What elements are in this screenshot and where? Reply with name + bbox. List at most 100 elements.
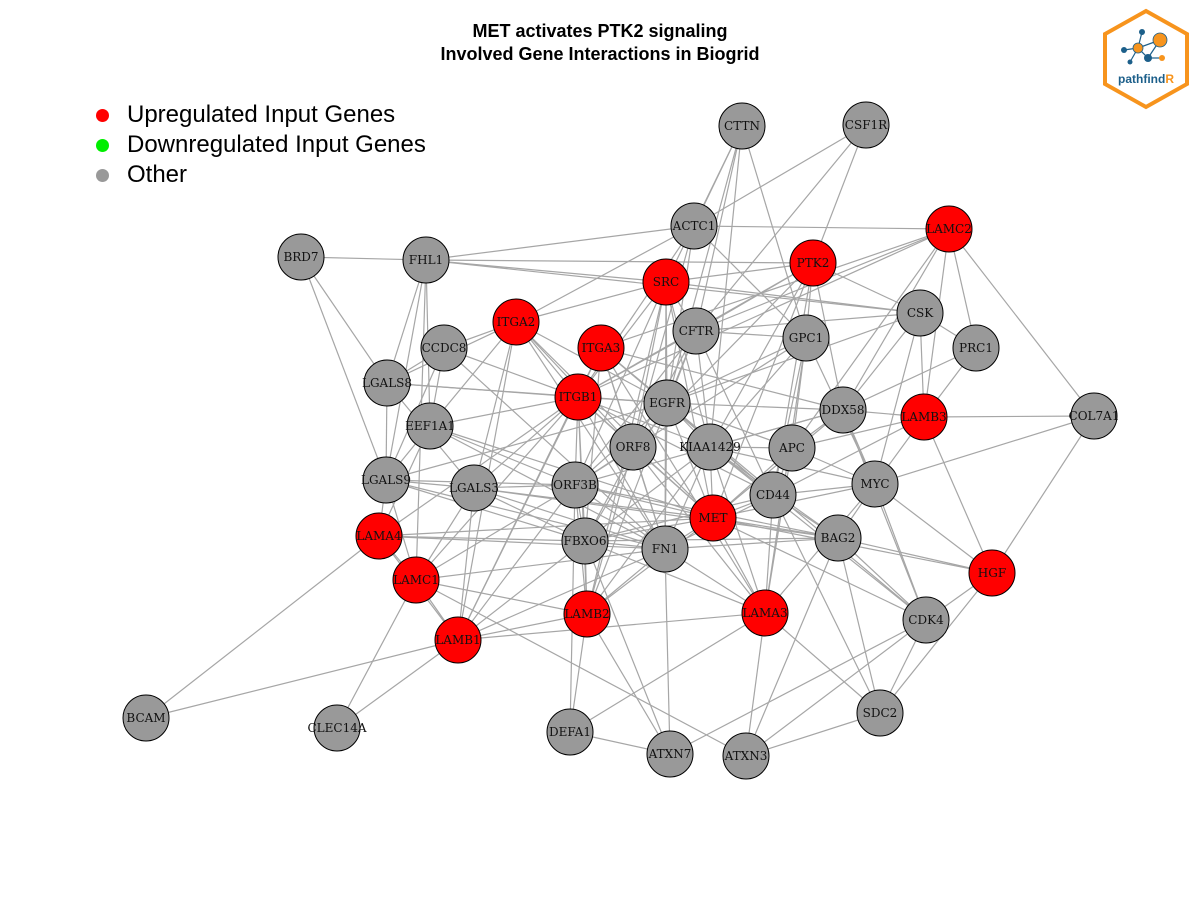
node-circle xyxy=(563,590,611,638)
edge-lamc2-ddx58 xyxy=(842,228,950,411)
edge-prc1-ddx58 xyxy=(842,347,977,411)
edge-itga2-lgals3 xyxy=(473,321,517,489)
node-cdk4: CDK4 xyxy=(902,596,950,644)
node-label: ORF8 xyxy=(616,440,651,454)
edge-lgals3-fn1 xyxy=(473,487,666,550)
logo-text-part1: pathfind xyxy=(1118,72,1165,86)
node-fhl1: FHL1 xyxy=(402,236,450,284)
node-orf8: ORF8 xyxy=(609,423,657,471)
node-label: MYC xyxy=(860,477,889,491)
edge-lamc2-itga3 xyxy=(600,228,950,349)
edge-bag2-hgf xyxy=(837,537,993,574)
node-circle xyxy=(406,402,454,450)
node-circle xyxy=(434,616,482,664)
edge-ccdc8-itgb1 xyxy=(443,347,579,398)
edge-src-csk xyxy=(665,281,921,314)
node-circle xyxy=(554,373,602,421)
node-ccdc8: CCDC8 xyxy=(420,324,468,372)
node-label: LAMC1 xyxy=(393,573,439,587)
node-label: LAMB3 xyxy=(901,410,946,424)
edge-egfr-ddx58 xyxy=(666,402,844,411)
edge-fbxo6-lamb1 xyxy=(457,540,586,641)
node-circle xyxy=(362,456,410,504)
node-itga2: ITGA2 xyxy=(492,298,540,346)
edge-itga3-ddx58 xyxy=(600,347,844,411)
node-circle xyxy=(670,202,718,250)
edge-eef1a1-orf3b xyxy=(429,425,576,486)
node-clec14a: CLEC14A xyxy=(307,704,367,752)
edge-lamb3-cd44 xyxy=(772,416,925,496)
node-label: ATXN7 xyxy=(648,747,692,761)
node-circle xyxy=(646,730,694,778)
node-circle xyxy=(689,494,737,542)
edge-src-itga2 xyxy=(515,281,667,323)
edge-eef1a1-fn1 xyxy=(429,425,666,550)
edge-col7a1-myc xyxy=(874,415,1095,485)
node-circle xyxy=(925,205,973,253)
node-label: LAMB1 xyxy=(435,633,480,647)
edge-lamc1-lamb2 xyxy=(415,579,588,615)
legend-label-downregulated: Downregulated Input Genes xyxy=(127,131,426,158)
node-label: PTK2 xyxy=(797,256,830,270)
node-label: LGALS3 xyxy=(449,481,499,495)
node-prc1: PRC1 xyxy=(952,324,1000,372)
edge-itga3-lama3 xyxy=(600,347,766,614)
edge-actc1-itga2 xyxy=(515,225,695,323)
edge-gpc1-cd44 xyxy=(772,337,807,496)
node-label: ITGA3 xyxy=(582,341,621,355)
node-csf1r: CSF1R xyxy=(842,101,890,149)
node-label: LAMC2 xyxy=(926,222,972,236)
edge-itgb1-kiaa1429 xyxy=(577,396,711,448)
node-atxn7: ATXN7 xyxy=(646,730,694,778)
edge-brd7-lgals9 xyxy=(300,256,387,481)
node-label: KIAA1429 xyxy=(679,440,741,454)
node-label: MET xyxy=(698,511,727,525)
node-label: LAMB2 xyxy=(564,607,609,621)
node-circle xyxy=(355,512,403,560)
edge-lama3-defa1 xyxy=(569,612,766,733)
node-label: FN1 xyxy=(652,542,678,556)
node-circle xyxy=(313,704,361,752)
node-lgals3: LGALS3 xyxy=(449,464,499,512)
node-label: CFTR xyxy=(679,324,715,338)
title-line-2: Involved Gene Interactions in Biogrid xyxy=(440,44,760,64)
edge-egfr-lgals9 xyxy=(385,402,668,481)
node-label: APC xyxy=(778,441,805,455)
pathfindr-logo: pathfindR xyxy=(1103,8,1189,110)
edge-fn1-atxn7 xyxy=(664,548,671,755)
edge-orf3b-met xyxy=(574,484,714,519)
node-circle xyxy=(672,307,720,355)
node-lamc1: LAMC1 xyxy=(392,556,440,604)
legend-label-other: Other xyxy=(127,161,188,188)
node-bag2: BAG2 xyxy=(814,514,862,562)
edge-kiaa1429-fbxo6 xyxy=(584,446,711,542)
node-label: ACTC1 xyxy=(672,219,716,233)
edge-itga2-met xyxy=(515,321,714,519)
edge-brd7-lgals8 xyxy=(300,256,388,384)
node-lgals8: LGALS8 xyxy=(362,359,412,407)
edge-lama3-lamb1 xyxy=(457,612,766,641)
node-lgals9: LGALS9 xyxy=(361,456,411,504)
edge-lama4-fn1 xyxy=(378,535,666,550)
node-label: ATXN3 xyxy=(724,749,768,763)
edge-src-orf3b xyxy=(574,281,667,486)
node-circle xyxy=(851,460,899,508)
node-met: MET xyxy=(689,494,737,542)
node-lamb3: LAMB3 xyxy=(900,393,948,441)
edge-cttn-src xyxy=(665,125,743,283)
node-ptk2: PTK2 xyxy=(789,239,837,287)
title-line-1: MET activates PTK2 signaling xyxy=(472,21,728,41)
edge-fhl1-ptk2 xyxy=(425,259,814,264)
edge-fn1-bag2 xyxy=(664,537,839,550)
node-gpc1: GPC1 xyxy=(782,314,830,362)
edge-lama3-atxn3 xyxy=(745,612,766,757)
edge-csk-myc xyxy=(874,312,921,485)
edge-orf8-lamb2 xyxy=(586,446,634,615)
node-label: FBXO6 xyxy=(564,534,607,548)
node-label: COL7A1 xyxy=(1069,409,1120,423)
node-label: BCAM xyxy=(126,711,165,725)
node-csk: CSK xyxy=(896,289,944,337)
node-hgf: HGF xyxy=(968,549,1016,597)
node-cftr: CFTR xyxy=(672,307,720,355)
